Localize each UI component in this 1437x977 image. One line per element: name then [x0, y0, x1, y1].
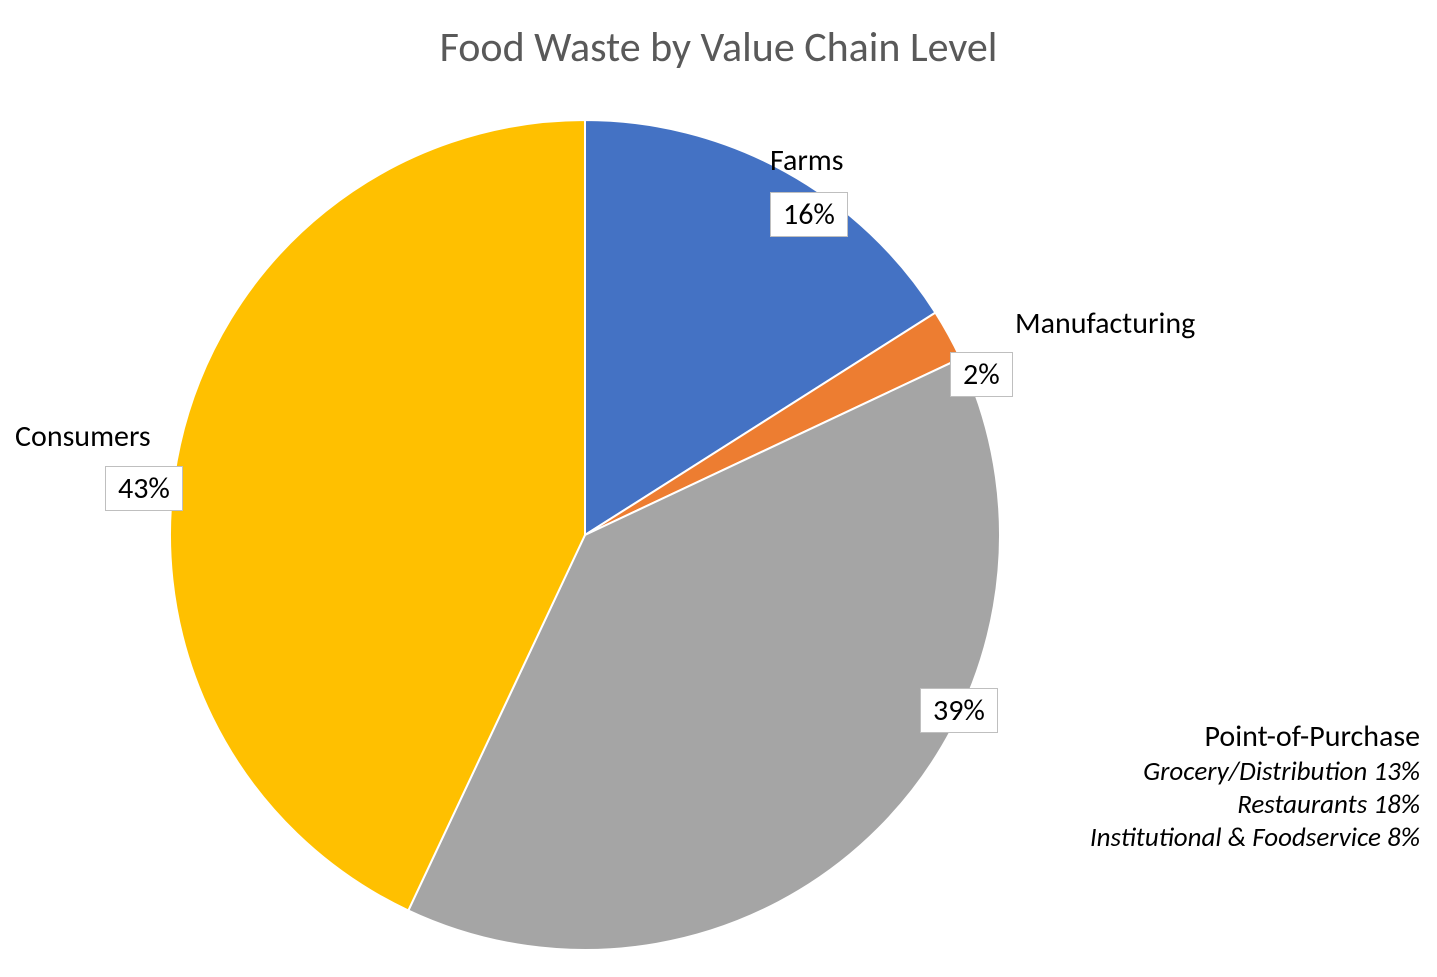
slice-sublabel-pop-2: Institutional & Foodservice 8% — [1015, 821, 1420, 854]
slice-sublabel-pop-0: Grocery/Distribution 13% — [1015, 755, 1420, 788]
slice-label-block-pop: Point-of-Purchase Grocery/Distribution 1… — [1015, 718, 1420, 854]
slice-label-consumers: Consumers — [15, 418, 151, 455]
slice-label-farms: Farms — [770, 142, 844, 179]
slice-value-manufacturing: 2% — [950, 352, 1013, 397]
slice-value-farms: 16% — [770, 192, 848, 237]
slice-value-pop: 39% — [920, 688, 998, 733]
chart-container: Food Waste by Value Chain Level Farms 16… — [0, 0, 1437, 977]
pie-chart — [165, 115, 1005, 955]
chart-title: Food Waste by Value Chain Level — [440, 22, 998, 73]
slice-label-manufacturing: Manufacturing — [1015, 305, 1195, 342]
slice-sublabel-pop-1: Restaurants 18% — [1015, 788, 1420, 821]
slice-label-pop: Point-of-Purchase — [1015, 718, 1420, 755]
slice-value-consumers: 43% — [105, 466, 183, 511]
